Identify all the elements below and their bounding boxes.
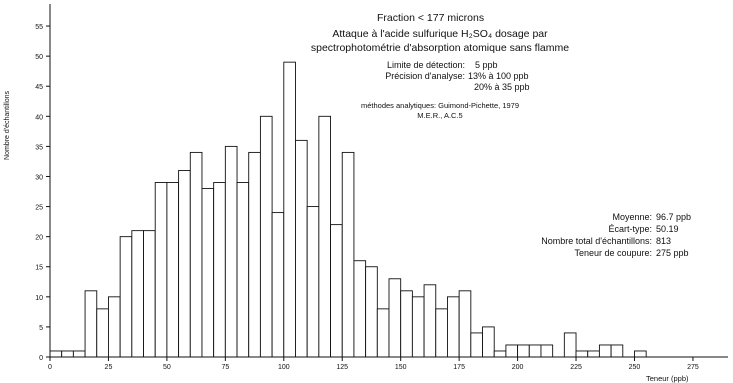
histogram-bar [517, 344, 530, 358]
histogram-bar [528, 344, 542, 358]
x-tick-label: 250 [629, 364, 641, 371]
y-tick-label: 20 [35, 235, 43, 242]
histogram-bar [330, 224, 343, 358]
x-tick-label: 125 [336, 364, 348, 371]
histogram-bar [575, 350, 589, 358]
x-tick-label: 75 [221, 364, 229, 371]
histogram-bar [259, 115, 273, 358]
histogram-bar [563, 332, 577, 358]
x-axis-ticks: 0 25 50 75 100 125 150 175 200 225 250 275 [48, 357, 699, 371]
stat-label-mean: Moyenne: [612, 212, 652, 222]
histogram-bar [84, 290, 98, 358]
histogram-bar [271, 212, 285, 358]
chart-subtitle-line1: Attaque à l'acide sulfurique H₂SO₄ dosag… [332, 28, 548, 40]
histogram-bar [49, 350, 63, 358]
stat-value-stddev: 50.19 [656, 224, 679, 234]
histogram-bar [540, 344, 554, 358]
histogram-bar [119, 236, 133, 358]
histogram-bar [388, 278, 402, 358]
histogram-bar [341, 151, 355, 358]
x-tick-label: 150 [395, 364, 407, 371]
histogram-bar [72, 350, 86, 358]
histogram-bar [598, 344, 612, 358]
y-tick-label: 35 [35, 144, 43, 151]
histogram-bar [201, 188, 215, 358]
x-tick-label: 175 [453, 364, 465, 371]
histogram-bar [587, 350, 600, 358]
precision-value-1: 13% à 100 ppb [468, 71, 529, 81]
histogram-bar [610, 344, 624, 358]
y-axis-ticks: 0 5 10 15 20 25 30 35 40 45 50 55 [35, 24, 50, 362]
histogram-bar [505, 344, 519, 358]
histogram-bar [236, 182, 250, 358]
y-tick-label: 45 [35, 84, 43, 91]
histogram-bar [435, 308, 448, 358]
histogram-bar [411, 296, 425, 358]
stat-value-mean: 96.7 ppb [656, 212, 692, 222]
y-tick-label: 15 [35, 265, 43, 272]
histogram-bar [470, 332, 483, 358]
histogram-bar [447, 296, 460, 358]
histogram-bar [376, 308, 390, 358]
y-tick-label: 25 [35, 205, 43, 212]
y-tick-label: 50 [35, 54, 43, 61]
histogram-bar [306, 206, 320, 358]
stat-label-cutoff: Teneur de coupure: [574, 248, 652, 258]
histogram-bar [400, 290, 413, 358]
y-tick-label: 55 [35, 24, 43, 31]
y-tick-label: 30 [35, 174, 43, 181]
methods-citation-line2: M.E.R., A.C.5 [417, 111, 463, 120]
x-tick-label: 200 [512, 364, 524, 371]
stat-value-cutoff: 275 ppb [656, 248, 689, 258]
histogram-bar [96, 308, 109, 358]
histogram-bar [365, 266, 378, 358]
histogram-bar [248, 151, 261, 358]
histogram-bar [353, 260, 367, 358]
histogram-bar [224, 145, 238, 358]
histogram-bar [213, 182, 226, 358]
y-tick-label: 0 [39, 355, 43, 362]
histogram-bar [61, 350, 74, 358]
histogram-bar [154, 182, 168, 358]
axes [49, 4, 728, 358]
histogram-bar [143, 230, 156, 358]
x-tick-label: 275 [687, 364, 699, 371]
histogram-bar [189, 151, 203, 358]
histogram-bars [49, 61, 647, 358]
histogram-bar [318, 115, 331, 358]
y-axis-label: Nombre d'échantillons [4, 90, 11, 160]
x-tick-label: 25 [105, 364, 113, 371]
x-tick-label: 50 [163, 364, 171, 371]
histogram-bar [178, 170, 191, 358]
histogram-bar [482, 326, 495, 358]
chart-title: Fraction < 177 microns [377, 12, 485, 24]
histogram-bar [634, 350, 647, 358]
histogram-bar [107, 296, 121, 358]
precision-label: Précision d'analyse: [385, 71, 465, 81]
histogram-bar [131, 230, 144, 358]
detection-limit-value: 5 ppb [475, 60, 498, 70]
detection-limit-label: Limite de détection: [386, 60, 465, 70]
y-tick-label: 5 [39, 325, 43, 332]
histogram-bar [493, 350, 507, 358]
histogram-bar [295, 139, 308, 358]
chart-subtitle-line2: spectrophotométrie d'absorption atomique… [310, 42, 570, 54]
histogram-bar [166, 182, 180, 358]
x-tick-label: 100 [278, 364, 290, 371]
histogram-bar [423, 284, 437, 358]
histogram-bar [458, 290, 472, 358]
y-tick-label: 10 [35, 295, 43, 302]
x-tick-label: 225 [570, 364, 582, 371]
histogram-bar [283, 61, 296, 358]
x-tick-label: 0 [48, 364, 52, 371]
stat-label-total: Nombre total d'échantillons: [541, 236, 652, 246]
methods-citation-line1: méthodes analytiques: Guimond-Pichette, … [360, 101, 519, 110]
precision-value-2: 20% à 35 ppb [474, 82, 530, 92]
x-axis-label: Teneur (ppb) [646, 374, 689, 383]
y-tick-label: 40 [35, 114, 43, 121]
stat-label-stddev: Écart-type: [608, 224, 652, 234]
stat-value-total: 813 [656, 236, 672, 246]
